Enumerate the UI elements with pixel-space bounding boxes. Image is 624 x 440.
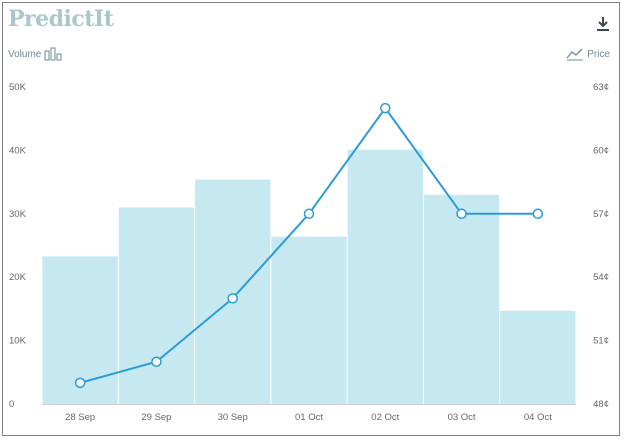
price-legend-label: Price [587,48,610,60]
volume-bar [347,149,423,404]
y-right-tick-label: 54¢ [593,272,609,283]
y-left-tick-label: 20K [9,272,27,283]
price-point [532,208,544,220]
predictit-logo: PredictIt [8,6,114,32]
volume-bar [271,236,347,404]
y-left-tick-label: 10K [9,336,27,347]
volume-bar [118,207,195,404]
volume-legend[interactable]: Volume [8,47,62,61]
x-tick-label: 29 Sep [141,412,171,423]
download-icon[interactable] [596,16,610,32]
x-tick-label: 01 Oct [295,412,323,423]
x-tick-label: 03 Oct [448,412,476,423]
price-legend[interactable]: Price [566,47,610,61]
y-left-tick-label: 0 [9,399,14,410]
y-right-tick-label: 60¢ [593,145,609,156]
y-left-tick-label: 50K [9,82,27,93]
volume-bar [195,179,271,404]
x-tick-label: 02 Oct [371,412,399,423]
volume-bar [423,194,500,404]
x-tick-label: 04 Oct [524,412,552,423]
y-left-tick-label: 30K [9,209,27,220]
y-right-tick-label: 51¢ [593,336,609,347]
price-point [227,293,238,304]
y-right-tick-label: 48¢ [593,399,609,410]
x-tick-label: 28 Sep [65,412,95,423]
price-point [151,356,162,367]
volume-bar [500,310,576,404]
price-point [303,208,315,220]
price-point [456,208,467,220]
line-chart-icon [566,48,584,61]
bar-chart-icon [44,47,62,61]
y-right-tick-label: 63¢ [593,82,609,93]
y-right-tick-label: 57¢ [593,209,609,220]
y-left-tick-label: 40K [9,145,27,156]
x-tick-label: 30 Sep [218,412,248,423]
price-point [380,102,391,114]
volume-legend-label: Volume [8,48,42,60]
price-point [74,377,86,389]
